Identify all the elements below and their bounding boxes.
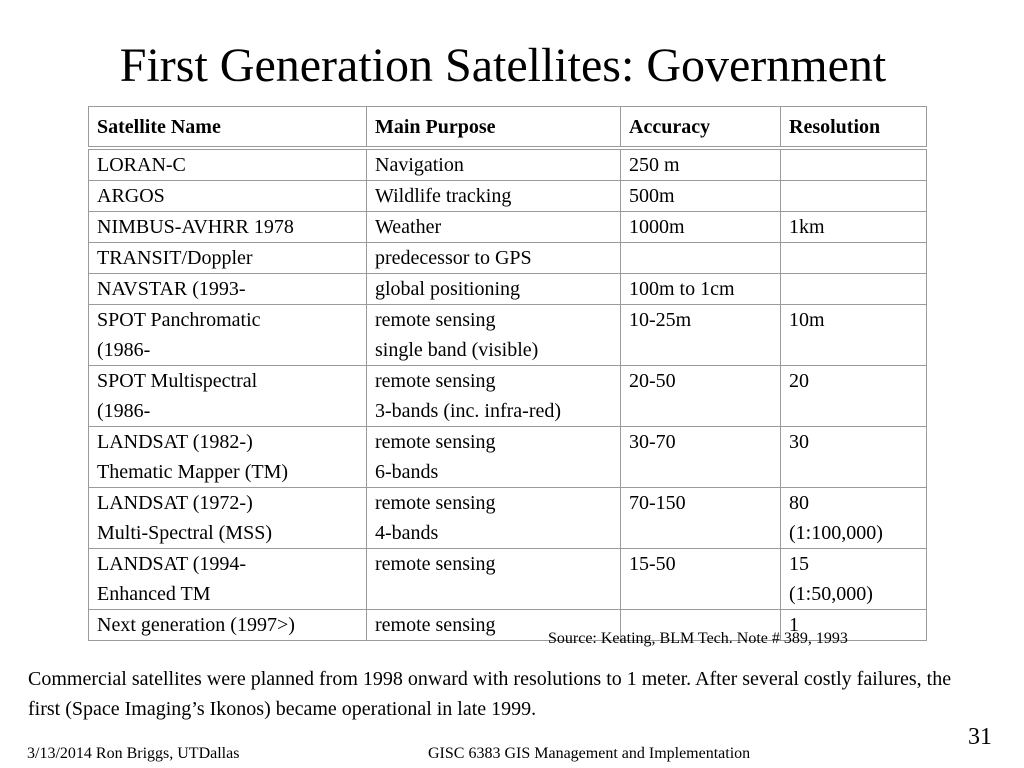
- source-note: Source: Keating, BLM Tech. Note # 389, 1…: [548, 630, 848, 647]
- commercial-satellites-note: Commercial satellites were planned from …: [28, 668, 952, 720]
- satellite-name-cell: SPOT Multispectral (1986-: [88, 365, 367, 427]
- satellite-name-cell: NAVSTAR (1993-: [88, 273, 367, 305]
- accuracy-cell: 30-70: [620, 426, 781, 488]
- satellite-name-cell: NIMBUS-AVHRR 1978: [88, 211, 367, 243]
- satellite-name-cell: LANDSAT (1972-) Multi-Spectral (MSS): [88, 487, 367, 549]
- main-purpose-cell: remote sensing: [366, 609, 621, 641]
- main-purpose-cell: remote sensing single band (visible): [366, 304, 621, 366]
- satellite-name-cell: Next generation (1997>): [88, 609, 367, 641]
- satellite-name-cell: LANDSAT (1982-) Thematic Mapper (TM): [88, 426, 367, 488]
- satellite-name-cell: LANDSAT (1994- Enhanced TM: [88, 548, 367, 610]
- table-row: ARGOS Wildlife tracking 500m: [88, 180, 927, 212]
- resolution-cell: 1km: [780, 211, 927, 243]
- resolution-cell: 20: [780, 365, 927, 427]
- resolution-cell: [780, 242, 927, 274]
- accuracy-cell: 20-50: [620, 365, 781, 427]
- table-row: LANDSAT (1982-) Thematic Mapper (TM) remo…: [88, 426, 927, 488]
- table-row: NAVSTAR (1993- global positioning 100m to …: [88, 273, 927, 305]
- table-row: LANDSAT (1994- Enhanced TM remote sensing…: [88, 548, 927, 610]
- page-number: 31: [968, 724, 992, 750]
- table-body: LORAN-C Navigation 250 m ARGOS Wildlife trac…: [88, 147, 927, 641]
- resolution-cell: 10m: [780, 304, 927, 366]
- resolution-cell: [780, 273, 927, 305]
- accuracy-cell: 500m: [620, 180, 781, 212]
- accuracy-cell: 15-50: [620, 548, 781, 610]
- main-purpose-cell: remote sensing 6-bands: [366, 426, 621, 488]
- table-row: LORAN-C Navigation 250 m: [88, 147, 927, 181]
- table-row: TRANSIT/Doppler predecessor to GPS: [88, 242, 927, 274]
- table-header-row: Satellite Name Main Purpose Accuracy Res…: [88, 106, 927, 149]
- column-header-resolution: Resolution: [780, 106, 927, 149]
- main-purpose-cell: remote sensing: [366, 548, 621, 610]
- main-purpose-cell: predecessor to GPS: [366, 242, 621, 274]
- table-row: Next generation (1997>) remote sensing 1: [88, 609, 927, 641]
- main-purpose-cell: Weather: [366, 211, 621, 243]
- satellite-name-cell: ARGOS: [88, 180, 367, 212]
- footer-date-author: 3/13/2014 Ron Briggs, UTDallas: [27, 745, 240, 762]
- column-header-accuracy: Accuracy: [620, 106, 781, 149]
- accuracy-cell: 250 m: [620, 147, 781, 181]
- resolution-cell: [780, 147, 927, 181]
- satellite-name-cell: SPOT Panchromatic (1986-: [88, 304, 367, 366]
- table-row: SPOT Multispectral (1986- remote sensing …: [88, 365, 927, 427]
- accuracy-cell: 1000m: [620, 211, 781, 243]
- resolution-cell: 1: [780, 609, 927, 641]
- accuracy-cell: 100m to 1cm: [620, 273, 781, 305]
- main-purpose-cell: global positioning: [366, 273, 621, 305]
- table-row: LANDSAT (1972-) Multi-Spectral (MSS) remo…: [88, 487, 927, 549]
- main-purpose-cell: Wildlife tracking: [366, 180, 621, 212]
- resolution-cell: [780, 180, 927, 212]
- resolution-cell: 15 (1:50,000): [780, 548, 927, 610]
- accuracy-cell: 70-150: [620, 487, 781, 549]
- satellite-name-cell: TRANSIT/Doppler: [88, 242, 367, 274]
- satellite-name-cell: LORAN-C: [88, 147, 367, 181]
- main-purpose-cell: remote sensing 4-bands: [366, 487, 621, 549]
- column-header-main-purpose: Main Purpose: [366, 106, 621, 149]
- slide-title: First Generation Satellites: Government: [119, 39, 887, 92]
- resolution-cell: 30: [780, 426, 927, 488]
- table-row: NIMBUS-AVHRR 1978 Weather 1000m 1km: [88, 211, 927, 243]
- footer-course-title: GISC 6383 GIS Management and Implementat…: [428, 745, 751, 762]
- satellite-table: Satellite Name Main Purpose Accuracy Res…: [88, 106, 927, 641]
- table-row: SPOT Panchromatic (1986- remote sensing s…: [88, 304, 927, 366]
- main-purpose-cell: remote sensing 3-bands (inc. infra-red): [366, 365, 621, 427]
- resolution-cell: 80 (1:100,000): [780, 487, 927, 549]
- accuracy-cell: [620, 242, 781, 274]
- column-header-satellite-name: Satellite Name: [88, 106, 367, 149]
- accuracy-cell: 10-25m: [620, 304, 781, 366]
- main-purpose-cell: Navigation: [366, 147, 621, 181]
